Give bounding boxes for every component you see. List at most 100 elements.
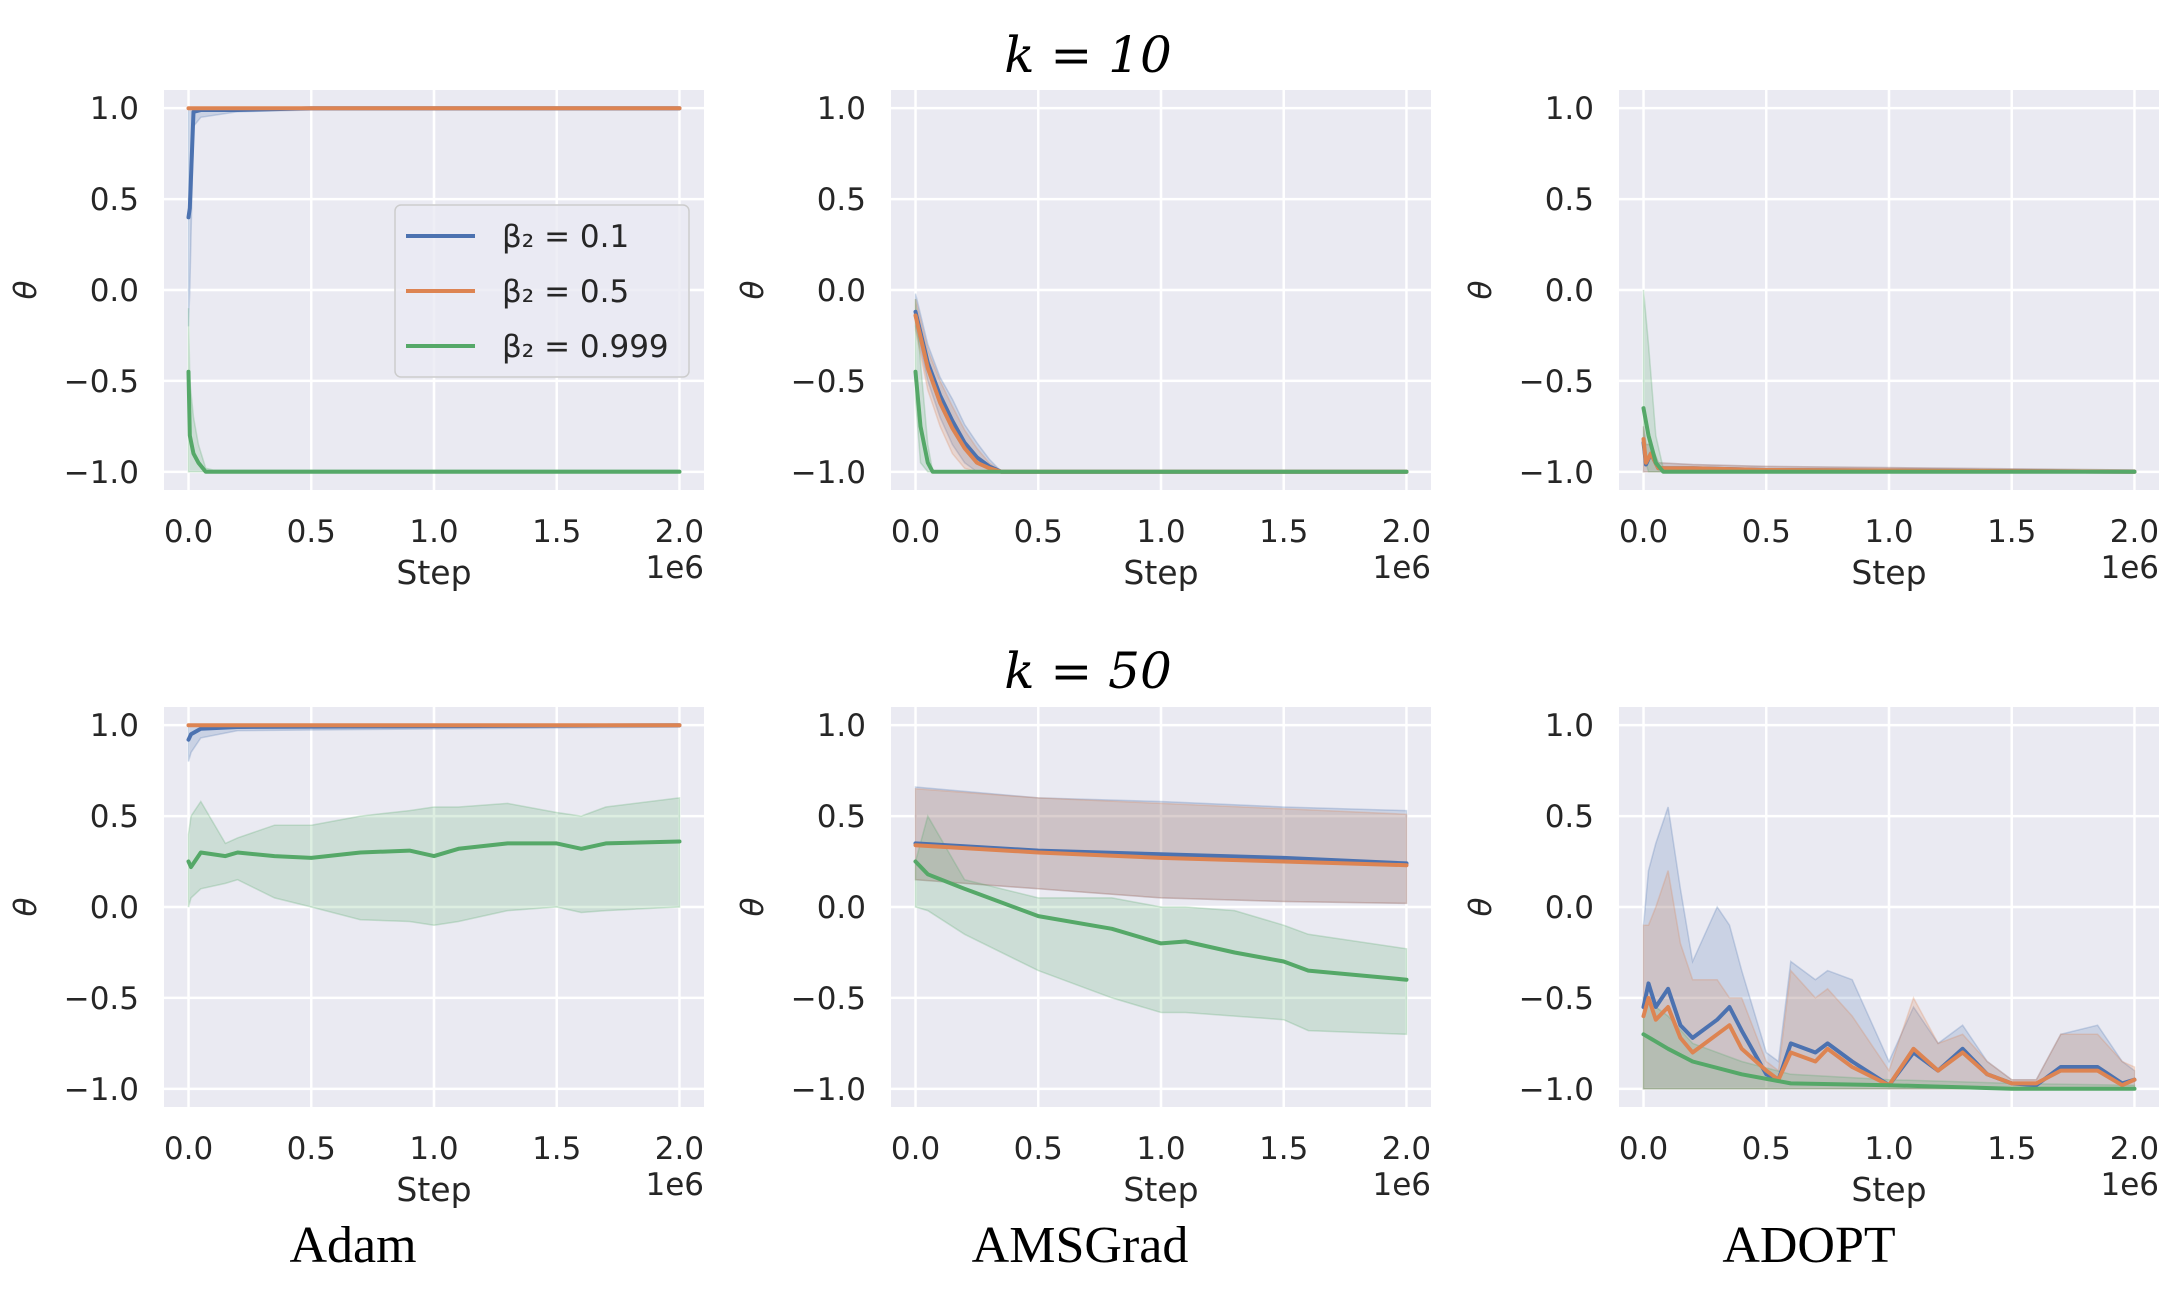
panel-adopt-row1: 0.0 0.5 1.0 1.5 2.0 1.0 0.5 0.0 −0.5 −1.0 Step 1e6 θ: [1463, 90, 2159, 592]
x-tick-label: 1.0: [1864, 514, 1913, 550]
x-tick-label: 2.0: [1382, 514, 1431, 550]
confidence-band: [187, 797, 681, 926]
x-tick-label: 1.5: [1987, 1131, 2036, 1167]
y-tick-label: −1.0: [791, 1072, 866, 1108]
series-line: [1641, 995, 2137, 1088]
x-tick-label: 2.0: [2110, 1131, 2159, 1167]
confidence-band: [914, 814, 1408, 1036]
x-offset-label: 1e6: [645, 550, 704, 586]
y-tick-label: 1.0: [90, 91, 139, 127]
x-tick-label: 0.0: [164, 514, 213, 550]
x-tick-label: 0.0: [891, 514, 940, 550]
y-tick-label: −0.5: [791, 981, 866, 1017]
series-line: [186, 369, 682, 474]
x-tick-label: 0.5: [287, 1131, 336, 1167]
x-tick-label: 0.0: [164, 1131, 213, 1167]
series-line: [913, 843, 1409, 868]
y-tick-label: 0.5: [90, 182, 139, 218]
x-tick-label: 1.5: [1259, 1131, 1308, 1167]
y-tick-label: −0.5: [64, 364, 139, 400]
column-title-adopt: ADOPT: [1722, 1217, 1895, 1274]
x-offset-label: 1e6: [2100, 550, 2159, 586]
x-tick-label: 0.0: [891, 1131, 940, 1167]
row-title-k50: k = 50: [1004, 642, 1172, 700]
series-line: [186, 839, 682, 869]
y-tick-label: −1.0: [1519, 455, 1594, 491]
y-tick-label: 1.0: [1545, 91, 1594, 127]
x-axis-label: Step: [396, 1170, 471, 1209]
x-offset-label: 1e6: [645, 1167, 704, 1203]
y-tick-label: −1.0: [64, 455, 139, 491]
y-axis-label: θ: [8, 897, 44, 916]
confidence-band: [914, 786, 1408, 905]
y-axis-label: θ: [1463, 897, 1499, 916]
series-line: [1641, 1032, 2137, 1091]
panel-adopt-row2: 0.0 0.5 1.0 1.5 2.0 1.0 0.5 0.0 −0.5 −1.0 Step 1e6 θ: [1463, 707, 2159, 1209]
y-tick-label: −0.5: [1519, 364, 1594, 400]
x-axis-label: Step: [1851, 1170, 1926, 1209]
confidence-band: [914, 787, 1408, 905]
y-tick-label: 1.0: [817, 708, 866, 744]
x-tick-label: 0.5: [1742, 1131, 1791, 1167]
x-tick-label: 2.0: [1382, 1131, 1431, 1167]
y-tick-label: 0.0: [90, 890, 139, 926]
y-tick-label: 0.5: [817, 182, 866, 218]
x-tick-label: 2.0: [655, 514, 704, 550]
y-axis-label: θ: [735, 897, 771, 916]
y-tick-label: 0.0: [817, 273, 866, 309]
x-offset-label: 1e6: [1372, 550, 1431, 586]
x-tick-label: 1.0: [1864, 1131, 1913, 1167]
x-axis-label: Step: [1123, 553, 1198, 592]
x-tick-label: 1.0: [1136, 1131, 1185, 1167]
legend-label: β₂ = 0.1: [502, 219, 629, 255]
y-tick-label: 0.5: [1545, 799, 1594, 835]
panel-amsgrad-row2: 0.0 0.5 1.0 1.5 2.0 1.0 0.5 0.0 −0.5 −1.0 Step 1e6 θ: [735, 707, 1431, 1209]
y-tick-label: 0.5: [90, 799, 139, 835]
row-title-k10: k = 10: [1004, 26, 1172, 84]
y-tick-label: −1.0: [791, 455, 866, 491]
legend: β₂ = 0.1 β₂ = 0.5 β₂ = 0.999: [394, 204, 690, 378]
x-tick-label: 1.5: [532, 514, 581, 550]
x-offset-label: 1e6: [2100, 1167, 2159, 1203]
y-tick-label: 1.0: [1545, 708, 1594, 744]
x-tick-label: 0.5: [1014, 514, 1063, 550]
y-tick-label: 1.0: [817, 91, 866, 127]
series-line: [913, 859, 1409, 982]
y-axis-label: θ: [735, 280, 771, 299]
series-line: [913, 369, 1409, 474]
x-axis-label: Step: [396, 553, 471, 592]
x-tick-label: 1.5: [532, 1131, 581, 1167]
column-title-adam: Adam: [289, 1217, 416, 1274]
y-tick-label: −0.5: [791, 364, 866, 400]
x-tick-label: 1.5: [1259, 514, 1308, 550]
y-tick-label: 0.0: [1545, 890, 1594, 926]
x-axis-label: Step: [1123, 1170, 1198, 1209]
y-tick-label: 0.0: [90, 273, 139, 309]
x-tick-label: 1.0: [1136, 514, 1185, 550]
x-tick-label: 0.5: [1742, 514, 1791, 550]
y-tick-label: −0.5: [1519, 981, 1594, 1017]
y-tick-label: −1.0: [64, 1072, 139, 1108]
x-tick-label: 0.5: [287, 514, 336, 550]
x-tick-label: 2.0: [655, 1131, 704, 1167]
legend-box: [394, 204, 690, 378]
column-title-amsgrad: AMSGrad: [972, 1217, 1189, 1274]
y-axis-label: θ: [1463, 280, 1499, 299]
x-axis-label: Step: [1851, 553, 1926, 592]
y-tick-label: 1.0: [90, 708, 139, 744]
y-axis-label: θ: [8, 280, 44, 299]
x-offset-label: 1e6: [1372, 1167, 1431, 1203]
x-tick-label: 0.0: [1619, 1131, 1668, 1167]
x-tick-label: 1.5: [1987, 514, 2036, 550]
x-tick-label: 1.0: [409, 1131, 458, 1167]
y-tick-label: 0.0: [1545, 273, 1594, 309]
series-line: [1641, 406, 2137, 474]
x-tick-label: 1.0: [409, 514, 458, 550]
x-tick-label: 0.0: [1619, 514, 1668, 550]
legend-label: β₂ = 0.5: [502, 274, 629, 310]
x-tick-label: 0.5: [1014, 1131, 1063, 1167]
y-tick-label: 0.5: [817, 799, 866, 835]
panel-adam-row2: 0.0 0.5 1.0 1.5 2.0 1.0 0.5 0.0 −0.5 −1.0 Step 1e6 θ: [8, 707, 704, 1209]
y-tick-label: 0.5: [1545, 182, 1594, 218]
